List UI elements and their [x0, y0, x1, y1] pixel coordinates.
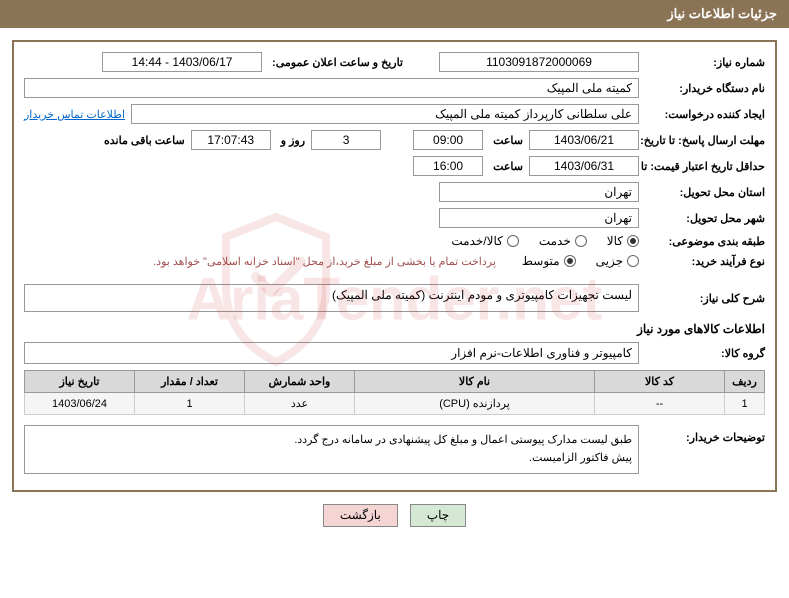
print-button[interactable]: چاپ — [410, 504, 466, 527]
requester-value: علی سلطانی کارپرداز کمیته ملی المپیک — [131, 104, 639, 124]
purchase-option-0: جزیی — [596, 254, 623, 268]
goods-group-label: گروه کالا: — [645, 347, 765, 360]
cell-need-date: 1403/06/24 — [25, 393, 135, 415]
need-description-label: شرح کلی نیاز: — [645, 292, 765, 305]
response-time-label: ساعت — [489, 134, 523, 147]
goods-info-title: اطلاعات کالاهای مورد نیاز — [24, 322, 765, 336]
row-response-deadline: مهلت ارسال پاسخ: تا تاریخ: 1403/06/21 سا… — [24, 130, 765, 150]
requester-label: ایجاد کننده درخواست: — [645, 108, 765, 121]
th-goods-name: نام کالا — [355, 371, 595, 393]
category-option-0: کالا — [607, 234, 623, 248]
response-deadline-time: 09:00 — [413, 130, 483, 150]
need-description-value: لیست تجهیزات کامپیوتری و مودم اینترنت (ک… — [24, 284, 639, 312]
goods-table: ردیف کد کالا نام کالا واحد شمارش تعداد /… — [24, 370, 765, 415]
price-validity-label: حداقل تاریخ اعتبار قیمت: تا تاریخ: — [645, 160, 765, 173]
cell-goods-name: پردازنده (CPU) — [355, 393, 595, 415]
delivery-province-value: تهران — [439, 182, 639, 202]
buyer-contact-link[interactable]: اطلاعات تماس خریدار — [24, 108, 125, 121]
purchase-option-1: متوسط — [522, 254, 560, 268]
row-need-description: شرح کلی نیاز: لیست تجهیزات کامپیوتری و م… — [24, 284, 765, 312]
row-category: طبقه بندی موضوعی: کالا خدمت کالا/خدمت — [24, 234, 765, 248]
th-unit: واحد شمارش — [245, 371, 355, 393]
category-radio-service[interactable]: خدمت — [539, 234, 587, 248]
cell-quantity: 1 — [135, 393, 245, 415]
back-button[interactable]: بازگشت — [323, 504, 398, 527]
radio-icon — [564, 255, 576, 267]
th-row-num: ردیف — [725, 371, 765, 393]
row-requester: ایجاد کننده درخواست: علی سلطانی کارپرداز… — [24, 104, 765, 124]
main-container: شماره نیاز: 1103091872000069 تاریخ و ساع… — [12, 40, 777, 492]
radio-icon — [507, 235, 519, 247]
announce-datetime-value: 1403/06/17 - 14:44 — [102, 52, 262, 72]
th-goods-code: کد کالا — [595, 371, 725, 393]
category-option-1: خدمت — [539, 234, 571, 248]
table-row: 1 -- پردازنده (CPU) عدد 1 1403/06/24 — [25, 393, 765, 415]
response-deadline-label: مهلت ارسال پاسخ: تا تاریخ: — [645, 134, 765, 147]
radio-icon — [627, 235, 639, 247]
row-need-number: شماره نیاز: 1103091872000069 تاریخ و ساع… — [24, 52, 765, 72]
purchase-radio-partial[interactable]: جزیی — [596, 254, 639, 268]
delivery-city-value: تهران — [439, 208, 639, 228]
goods-group-value: کامپیوتر و فناوری اطلاعات-نرم افزار — [24, 342, 639, 364]
page-title: جزئیات اطلاعات نیاز — [667, 6, 777, 21]
cell-unit: عدد — [245, 393, 355, 415]
announce-datetime-label: تاریخ و ساعت اعلان عمومی: — [268, 56, 403, 69]
price-validity-time: 16:00 — [413, 156, 483, 176]
radio-icon — [627, 255, 639, 267]
category-radio-group: کالا خدمت کالا/خدمت — [451, 234, 639, 248]
remaining-days-label: روز و — [277, 134, 305, 147]
page-header: جزئیات اطلاعات نیاز — [0, 0, 789, 28]
purchase-note: پرداخت تمام یا بخشی از مبلغ خرید،از محل … — [153, 255, 496, 268]
remaining-time-label: ساعت باقی مانده — [100, 134, 185, 147]
need-number-value: 1103091872000069 — [439, 52, 639, 72]
category-radio-both[interactable]: کالا/خدمت — [451, 234, 518, 248]
category-radio-goods[interactable]: کالا — [607, 234, 639, 248]
remaining-days: 3 — [311, 130, 381, 150]
price-validity-time-label: ساعت — [489, 160, 523, 173]
table-header-row: ردیف کد کالا نام کالا واحد شمارش تعداد /… — [25, 371, 765, 393]
row-buyer-org: نام دستگاه خریدار: کمیته ملی المپیک — [24, 78, 765, 98]
delivery-city-label: شهر محل تحویل: — [645, 212, 765, 225]
cell-goods-code: -- — [595, 393, 725, 415]
price-validity-date: 1403/06/31 — [529, 156, 639, 176]
delivery-province-label: استان محل تحویل: — [645, 186, 765, 199]
purchase-radio-medium[interactable]: متوسط — [522, 254, 576, 268]
row-delivery-province: استان محل تحویل: تهران — [24, 182, 765, 202]
th-need-date: تاریخ نیاز — [25, 371, 135, 393]
cell-row-num: 1 — [725, 393, 765, 415]
category-label: طبقه بندی موضوعی: — [645, 235, 765, 248]
purchase-type-label: نوع فرآیند خرید: — [645, 255, 765, 268]
need-number-label: شماره نیاز: — [645, 56, 765, 69]
row-price-validity: حداقل تاریخ اعتبار قیمت: تا تاریخ: 1403/… — [24, 156, 765, 176]
response-deadline-date: 1403/06/21 — [529, 130, 639, 150]
row-delivery-city: شهر محل تحویل: تهران — [24, 208, 765, 228]
buyer-notes-value: طبق لیست مدارک پیوستی اعمال و مبلغ کل پی… — [24, 425, 639, 474]
row-purchase-type: نوع فرآیند خرید: جزیی متوسط پرداخت تمام … — [24, 254, 765, 268]
row-goods-group: گروه کالا: کامپیوتر و فناوری اطلاعات-نرم… — [24, 342, 765, 364]
purchase-type-radio-group: جزیی متوسط — [522, 254, 639, 268]
radio-icon — [575, 235, 587, 247]
category-option-2: کالا/خدمت — [451, 234, 502, 248]
buyer-org-label: نام دستگاه خریدار: — [645, 82, 765, 95]
button-row: چاپ بازگشت — [0, 504, 789, 527]
row-buyer-notes: توضیحات خریدار: طبق لیست مدارک پیوستی اع… — [24, 425, 765, 474]
buyer-notes-label: توضیحات خریدار: — [645, 425, 765, 444]
remaining-time: 17:07:43 — [191, 130, 271, 150]
buyer-org-value: کمیته ملی المپیک — [24, 78, 639, 98]
th-quantity: تعداد / مقدار — [135, 371, 245, 393]
